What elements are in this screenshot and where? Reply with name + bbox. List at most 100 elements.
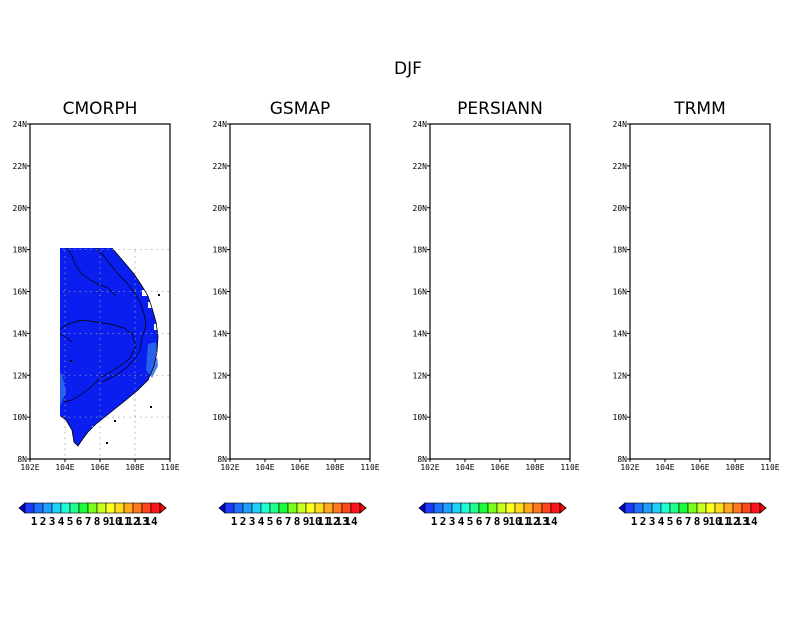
colorbar-under-arrow: [18, 502, 26, 514]
colorbar-label: 12: [326, 515, 339, 528]
colorbar-box: [105, 502, 116, 514]
y-tick-label: 8N: [217, 455, 227, 464]
x-tick-label: 102E: [220, 463, 239, 472]
y-tick-label: 16N: [213, 288, 228, 297]
colorbar-box: [696, 502, 707, 514]
colorbar-label: 13: [535, 515, 548, 528]
island: [158, 294, 160, 296]
y-tick-label: 24N: [213, 120, 228, 129]
x-tick-label: 108E: [125, 463, 144, 472]
colorbar-label: 2: [40, 515, 47, 528]
map-panel-cmorph: CMORPH 102E 104E 106E 108E 110E 24N 22N 20N 18N 16…: [13, 99, 180, 472]
precip-patch: [60, 373, 66, 406]
colorbar-box: [523, 502, 534, 514]
sea-cell: [92, 426, 98, 432]
colorbar-label: 6: [676, 515, 683, 528]
sea-cell: [150, 380, 156, 386]
colorbar-box: [242, 502, 253, 514]
colorbar-label: 11: [517, 515, 531, 528]
colorbar-box: [705, 502, 716, 514]
y-tick-label: 22N: [413, 162, 428, 171]
colorbar-box: [51, 502, 62, 514]
colorbar-box: [150, 502, 161, 514]
colorbar-label: 1: [31, 515, 38, 528]
colorbar-box: [33, 502, 44, 514]
y-tick-label: 20N: [213, 204, 228, 213]
colorbar-label: 3: [49, 515, 56, 528]
sea-background: [230, 124, 370, 459]
colorbar-label: 8: [94, 515, 101, 528]
colorbar-over-arrow: [559, 502, 567, 514]
map-panel-persiann: PERSIANN 102E 104E 106E 108E 110E 24N 22N 20N 18N…: [413, 99, 580, 472]
colorbar-label: 8: [694, 515, 701, 528]
x-tick-label: 110E: [760, 463, 779, 472]
colorbar-box: [460, 502, 471, 514]
colorbar-box: [496, 502, 507, 514]
colorbar-box: [233, 502, 244, 514]
x-tick-label: 104E: [255, 463, 274, 472]
colorbar-box: [687, 502, 698, 514]
colorbar-label: 11: [317, 515, 331, 528]
y-tick-label: 22N: [213, 162, 228, 171]
country-border: [60, 319, 137, 403]
y-tick-label: 10N: [613, 413, 628, 422]
figure-title: DJF: [394, 59, 422, 79]
x-tick-label: 108E: [325, 463, 344, 472]
panel-title: PERSIANN: [457, 99, 543, 119]
y-tick-label: 12N: [13, 371, 28, 380]
colorbar-label: 2: [640, 515, 647, 528]
map-panel-gsmap: GSMAP 102E 104E 106E 108E 110E 24N 22N 20N 18N 16N…: [213, 99, 380, 472]
colorbar-label: 2: [240, 515, 247, 528]
y-tick-label: 24N: [613, 120, 628, 129]
sea-cell: [138, 392, 144, 398]
colorbar-box: [669, 502, 680, 514]
colorbar-label: 3: [649, 515, 656, 528]
colorbar-label: 10: [108, 515, 121, 528]
x-tick-label: 102E: [20, 463, 39, 472]
x-tick-label: 106E: [690, 463, 709, 472]
colorbar-box: [642, 502, 653, 514]
colorbar-label: 14: [144, 515, 158, 528]
colorbar-label: 4: [658, 515, 665, 528]
sea-cell: [108, 414, 114, 420]
y-tick-label: 22N: [13, 162, 28, 171]
x-tick-label: 102E: [420, 463, 439, 472]
colorbar-box: [741, 502, 752, 514]
colorbar-under-arrow: [418, 502, 426, 514]
colorbar-label: 11: [717, 515, 731, 528]
colorbar-over-arrow: [159, 502, 167, 514]
colorbar-label: 8: [494, 515, 501, 528]
x-tick-label: 106E: [490, 463, 509, 472]
colorbar-label: 13: [335, 515, 348, 528]
y-tick-label: 20N: [413, 204, 428, 213]
country-border: [60, 333, 73, 343]
colorbar-label: 1: [631, 515, 638, 528]
x-tick-label: 104E: [55, 463, 74, 472]
colorbar-label: 9: [703, 515, 710, 528]
colorbar-under-arrow: [618, 502, 626, 514]
sea-cell: [156, 352, 162, 358]
y-tick-label: 18N: [413, 246, 428, 255]
precip-patch: [146, 342, 158, 378]
colorbar-label: 14: [544, 515, 558, 528]
colorbar-box: [287, 502, 298, 514]
colorbar-box: [341, 502, 352, 514]
x-tick-label: 108E: [525, 463, 544, 472]
y-tick-label: 20N: [613, 204, 628, 213]
y-tick-label: 20N: [13, 204, 28, 213]
y-tick-label: 8N: [617, 455, 627, 464]
y-tick-label: 12N: [613, 371, 628, 380]
colorbar-label: 6: [276, 515, 283, 528]
colorbar-over-arrow: [759, 502, 767, 514]
precip-field: [60, 248, 170, 459]
panel-title: CMORPH: [63, 99, 138, 119]
colorbar-box: [305, 502, 316, 514]
colorbar-under-arrow: [218, 502, 226, 514]
colorbar-box: [750, 502, 761, 514]
x-tick-label: 102E: [620, 463, 639, 472]
y-tick-label: 22N: [613, 162, 628, 171]
colorbar-box: [314, 502, 325, 514]
colorbar-label: 2: [440, 515, 447, 528]
land-field: [60, 248, 158, 446]
